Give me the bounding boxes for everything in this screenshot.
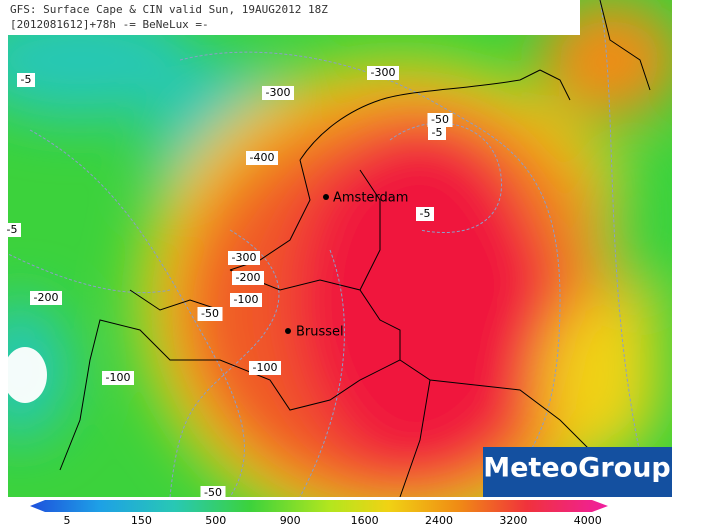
contour-label: -50 (201, 307, 219, 320)
contour-label-bg (262, 86, 294, 100)
contour-label: -5 (420, 207, 431, 220)
colorbar-label: 900 (280, 514, 301, 526)
contour-label-bg (230, 293, 262, 307)
colorbar (30, 500, 608, 512)
contour-label: -5 (21, 73, 32, 86)
colorbar-label: 2400 (425, 514, 453, 526)
contour-label: -300 (232, 251, 257, 264)
contour-label: -50 (431, 113, 449, 126)
contour-labels: -5-300-300-400-50-5-5-5-300-200-200 -100-… (3, 66, 453, 500)
colorbar-label: 5 (64, 514, 71, 526)
colorbar-label: 150 (131, 514, 152, 526)
header-line: GFS: Surface Cape & CIN valid Sun, 19AUG… (10, 3, 328, 16)
contour-label: -5 (432, 126, 443, 139)
map-field (8, 0, 672, 497)
contour-label: -100 (234, 293, 259, 306)
city-label: Amsterdam (333, 191, 408, 206)
colorbar-label: 3200 (499, 514, 527, 526)
contour-label-bg (3, 223, 21, 237)
contour-label-bg (232, 271, 264, 285)
contour-label-bg (246, 151, 278, 165)
city-label: Brussel (296, 325, 344, 340)
contour-label-bg (249, 361, 281, 375)
contour-label: -200 (34, 291, 59, 304)
colorbar-label: 4000 (574, 514, 602, 526)
contour-label: -300 (371, 66, 396, 79)
contour-label: -300 (266, 86, 291, 99)
colorbar-label: 1600 (351, 514, 379, 526)
contour-label: -5 (7, 223, 18, 236)
contour-label-bg (200, 486, 226, 500)
colorbar-labels: 5 150 500 900 1600 2400 3200 4000 (64, 514, 602, 526)
contour-label: -100 (106, 371, 131, 384)
contour-label-bg (427, 113, 453, 127)
contour-label-bg (30, 291, 62, 305)
logo: MeteoGroup (483, 453, 671, 484)
header-box (8, 0, 580, 35)
contour-label-bg (367, 66, 399, 80)
contour-label-bg (102, 371, 134, 385)
city-dot (285, 328, 291, 334)
contour-label: -50 (204, 486, 222, 499)
header-line: [2012081612]+78h -= BeNeLux =- (10, 18, 209, 31)
contour-label-bg (428, 126, 446, 140)
colorbar-label: 500 (205, 514, 226, 526)
contour-label-bg (228, 251, 260, 265)
contour-label: -400 (250, 151, 275, 164)
city-dot (323, 194, 329, 200)
contour-label: -100 (253, 361, 278, 374)
contour-label: -200 (236, 271, 261, 284)
contour-label-bg (197, 307, 223, 321)
logo-box (483, 447, 672, 497)
contour-label-bg (17, 73, 35, 87)
contour-label-bg (416, 207, 434, 221)
